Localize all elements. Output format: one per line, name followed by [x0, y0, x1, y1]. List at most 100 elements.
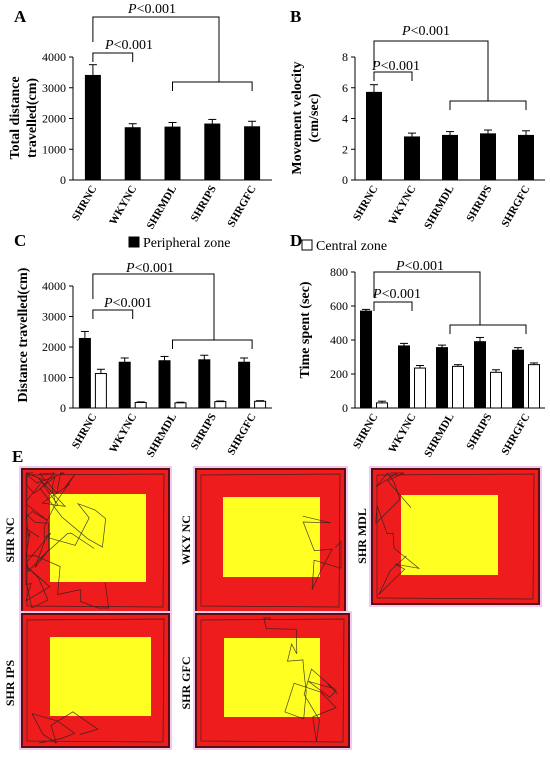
significance-bracket — [92, 16, 220, 82]
category-label: SHRIPS — [464, 412, 494, 452]
significance-bracket — [92, 273, 215, 340]
y-axis-title: Time spent (sec) — [298, 281, 313, 378]
chart-d: D 0 200 400 600 800 Time spent (sec) SHRNC WKYNC… — [290, 231, 545, 459]
y-axis-title: Movement velocity (cm/sec) — [290, 61, 322, 174]
category-label: WKYNC — [387, 411, 419, 455]
bar — [118, 361, 131, 409]
p-value-label: P<0.001 — [371, 59, 420, 74]
y-tick-label: 2000 — [42, 340, 66, 354]
category-label: SHRIPS — [189, 184, 219, 224]
track-plot: SHR NC — [3, 466, 172, 615]
movement-trace — [375, 472, 535, 600]
y-tick-label: 4000 — [42, 50, 66, 64]
chart-b: B 0 2 4 6 8 Movement velocity (cm/sec) SHRNC WKYN… — [290, 7, 545, 231]
significance-bracket — [373, 271, 481, 325]
legend-label: Peripheral zone — [143, 236, 230, 251]
bar — [528, 364, 540, 409]
category-label: SHRMDL — [145, 184, 180, 232]
category-label: SHRIPS — [464, 184, 494, 224]
category-label: SHRGFC — [225, 183, 258, 229]
y-axis-title: Distance travelled(cm) — [16, 267, 31, 402]
bar — [452, 365, 464, 409]
category-label: SHRNC — [70, 411, 100, 450]
y-tick-label: 1000 — [42, 142, 66, 156]
bar — [134, 402, 147, 409]
category-label: SHRIPS — [189, 412, 219, 452]
arena-central-zone — [50, 494, 146, 582]
arena-central-zone — [223, 497, 320, 577]
p-value-label: P<0.001 — [395, 259, 444, 274]
significance-bracket — [373, 40, 489, 101]
category-label: SHRMDL — [422, 412, 457, 460]
group-bracket — [172, 339, 253, 349]
bar — [512, 349, 524, 409]
y-tick-label: 3000 — [42, 310, 66, 324]
legend-label: Central zone — [316, 239, 387, 254]
category-label: SHRMDL — [145, 412, 180, 460]
category-label: WKYNC — [107, 183, 139, 227]
p-value-label: P<0.001 — [125, 261, 174, 276]
panel-e-letter: E — [12, 447, 23, 466]
category-label: SHRNC — [351, 411, 381, 450]
p-value-label: P<0.001 — [127, 2, 176, 17]
track-plot: SHR IPS — [3, 611, 172, 750]
arena-central-zone — [50, 637, 151, 716]
bar — [174, 402, 187, 409]
movement-trace — [25, 472, 165, 609]
p-value-label: P<0.001 — [103, 296, 152, 311]
bar — [436, 347, 448, 409]
legend-swatch — [128, 236, 140, 248]
y-tick-label: 1000 — [42, 371, 66, 385]
track-label: SHR GFC — [179, 656, 193, 709]
bar — [474, 341, 486, 409]
track-plot: SHR GFC — [179, 611, 352, 750]
bar — [254, 400, 267, 409]
chart-c: C 0 1000 2000 3000 4000 Distance travelled(cm)… — [14, 231, 272, 459]
y-tick-label: 400 — [330, 333, 348, 347]
y-tick-label: 0 — [342, 401, 348, 415]
category-label: SHRGFC — [499, 183, 532, 229]
panel-letter: D — [290, 231, 302, 250]
p-value-label: P<0.001 — [372, 287, 421, 302]
bar — [198, 359, 211, 409]
bar — [238, 361, 251, 409]
group-bracket — [172, 81, 253, 91]
y-tick-label: 0 — [60, 173, 66, 187]
group-bracket — [449, 324, 527, 334]
y-tick-label: 800 — [330, 265, 348, 279]
bar — [124, 127, 141, 181]
y-tick-label: 2 — [342, 142, 348, 156]
significance-bracket — [92, 309, 134, 319]
bar — [214, 401, 227, 409]
y-tick-label: 3000 — [42, 81, 66, 95]
y-tick-label: 4 — [342, 112, 348, 126]
category-label: WKYNC — [387, 183, 419, 227]
bar — [204, 123, 221, 181]
track-label: SHR IPS — [3, 660, 17, 707]
bar — [398, 345, 410, 409]
category-label: SHRNC — [351, 183, 381, 222]
y-tick-label: 2000 — [42, 112, 66, 126]
bar — [404, 136, 420, 181]
bar — [480, 133, 496, 181]
arena-central-zone — [401, 495, 498, 575]
legend-swatch — [301, 239, 313, 251]
significance-bracket — [373, 301, 413, 311]
arena-central-zone — [224, 638, 320, 717]
movement-trace — [200, 473, 342, 608]
bar — [366, 91, 382, 181]
y-tick-label: 0 — [60, 401, 66, 415]
panel-letter: A — [14, 7, 27, 26]
category-label: SHRGFC — [225, 411, 258, 457]
y-tick-label: 6 — [342, 81, 348, 95]
y-tick-label: 0 — [342, 173, 348, 187]
bar — [518, 134, 534, 181]
track-plots: SHR NC WKY NC SHR MDL SHR IPS SHR GFC — [3, 466, 542, 750]
bar — [164, 126, 181, 181]
movement-trace — [200, 617, 345, 743]
movement-trace — [26, 618, 165, 744]
significance-bracket — [373, 71, 413, 81]
